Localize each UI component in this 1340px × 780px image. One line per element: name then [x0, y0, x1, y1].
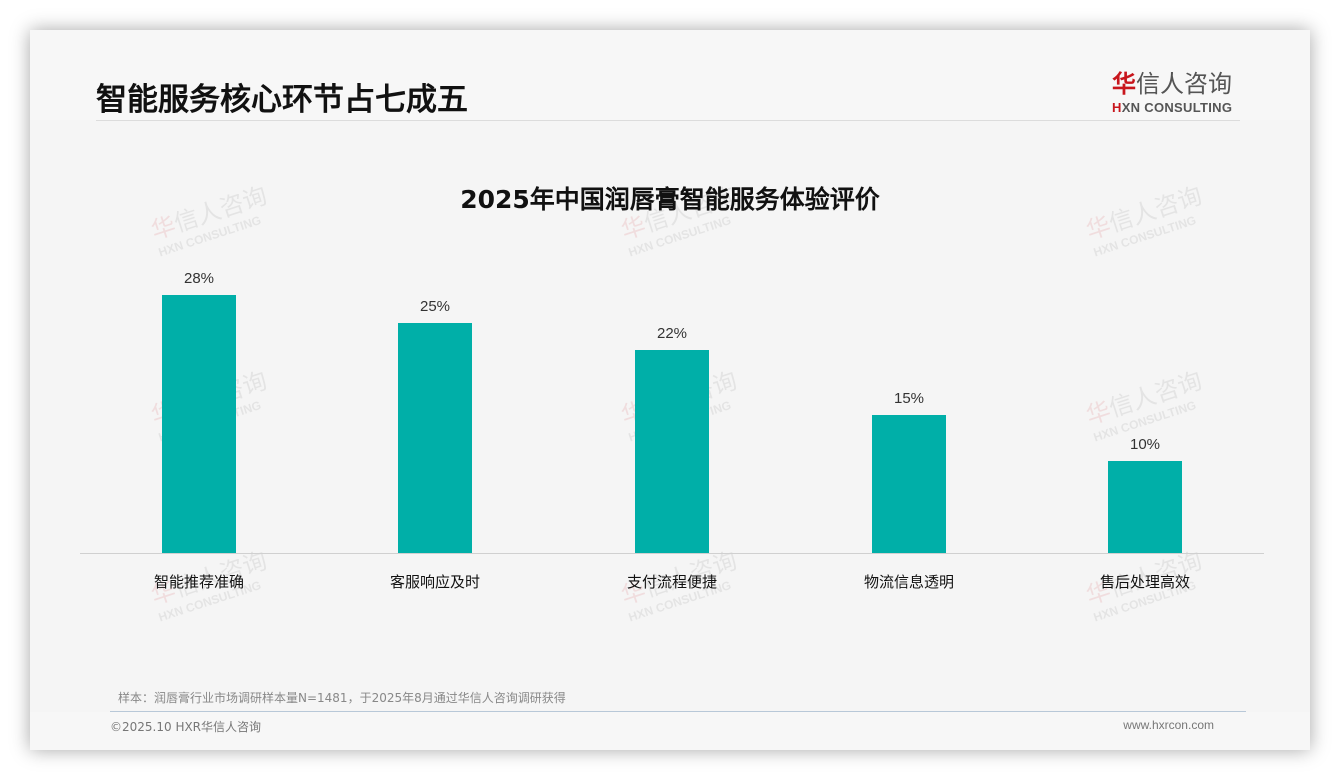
category-label: 支付流程便捷: [626, 573, 717, 591]
footer-divider: [110, 711, 1246, 712]
logo-cn-rest: 信人咨询: [1136, 70, 1232, 98]
category-label: 客服响应及时: [389, 573, 480, 591]
logo-cn: 华信人咨询: [1112, 64, 1242, 99]
bar: [162, 294, 236, 553]
bar: [872, 414, 946, 553]
x-axis-line: [80, 553, 1264, 554]
bar-value-label: 22%: [656, 325, 688, 343]
slide: 智能服务核心环节占七成五 华信人咨询 HXN CONSULTING 华信人咨询 H…: [30, 30, 1310, 750]
bar-value-label: 10%: [1129, 435, 1161, 453]
category-label: 智能推荐准确: [153, 573, 244, 591]
category-label: 售后处理高效: [1099, 573, 1190, 591]
bar-value-label: 15%: [893, 389, 925, 407]
header-band: [30, 30, 1310, 120]
bar: [398, 322, 472, 553]
logo-cn-red: 华: [1112, 70, 1136, 98]
bar-value-label: 25%: [419, 297, 451, 315]
header-divider: [96, 120, 1240, 121]
bar: [635, 350, 709, 553]
sample-note: 样本：润唇膏行业市场调研样本量N=1481，于2025年8月通过华信人咨询调研获…: [118, 691, 566, 705]
copyright: ©2025.10 HXR华信人咨询: [110, 720, 262, 734]
logo-en-red: H: [1112, 100, 1122, 115]
website-link[interactable]: www.hxrcon.com: [1123, 718, 1214, 732]
logo-en-rest: XN CONSULTING: [1121, 100, 1233, 115]
chart-title: 2025年中国润唇膏智能服务体验评价: [460, 185, 880, 214]
bar: [1108, 460, 1182, 553]
footer-band: [30, 712, 1310, 750]
page-title: 智能服务核心环节占七成五: [96, 82, 468, 118]
company-logo: 华信人咨询 HXN CONSULTING: [1112, 64, 1242, 115]
bar-value-label: 28%: [183, 269, 215, 287]
category-label: 物流信息透明: [863, 573, 954, 591]
logo-en: HXN CONSULTING: [1112, 100, 1242, 115]
